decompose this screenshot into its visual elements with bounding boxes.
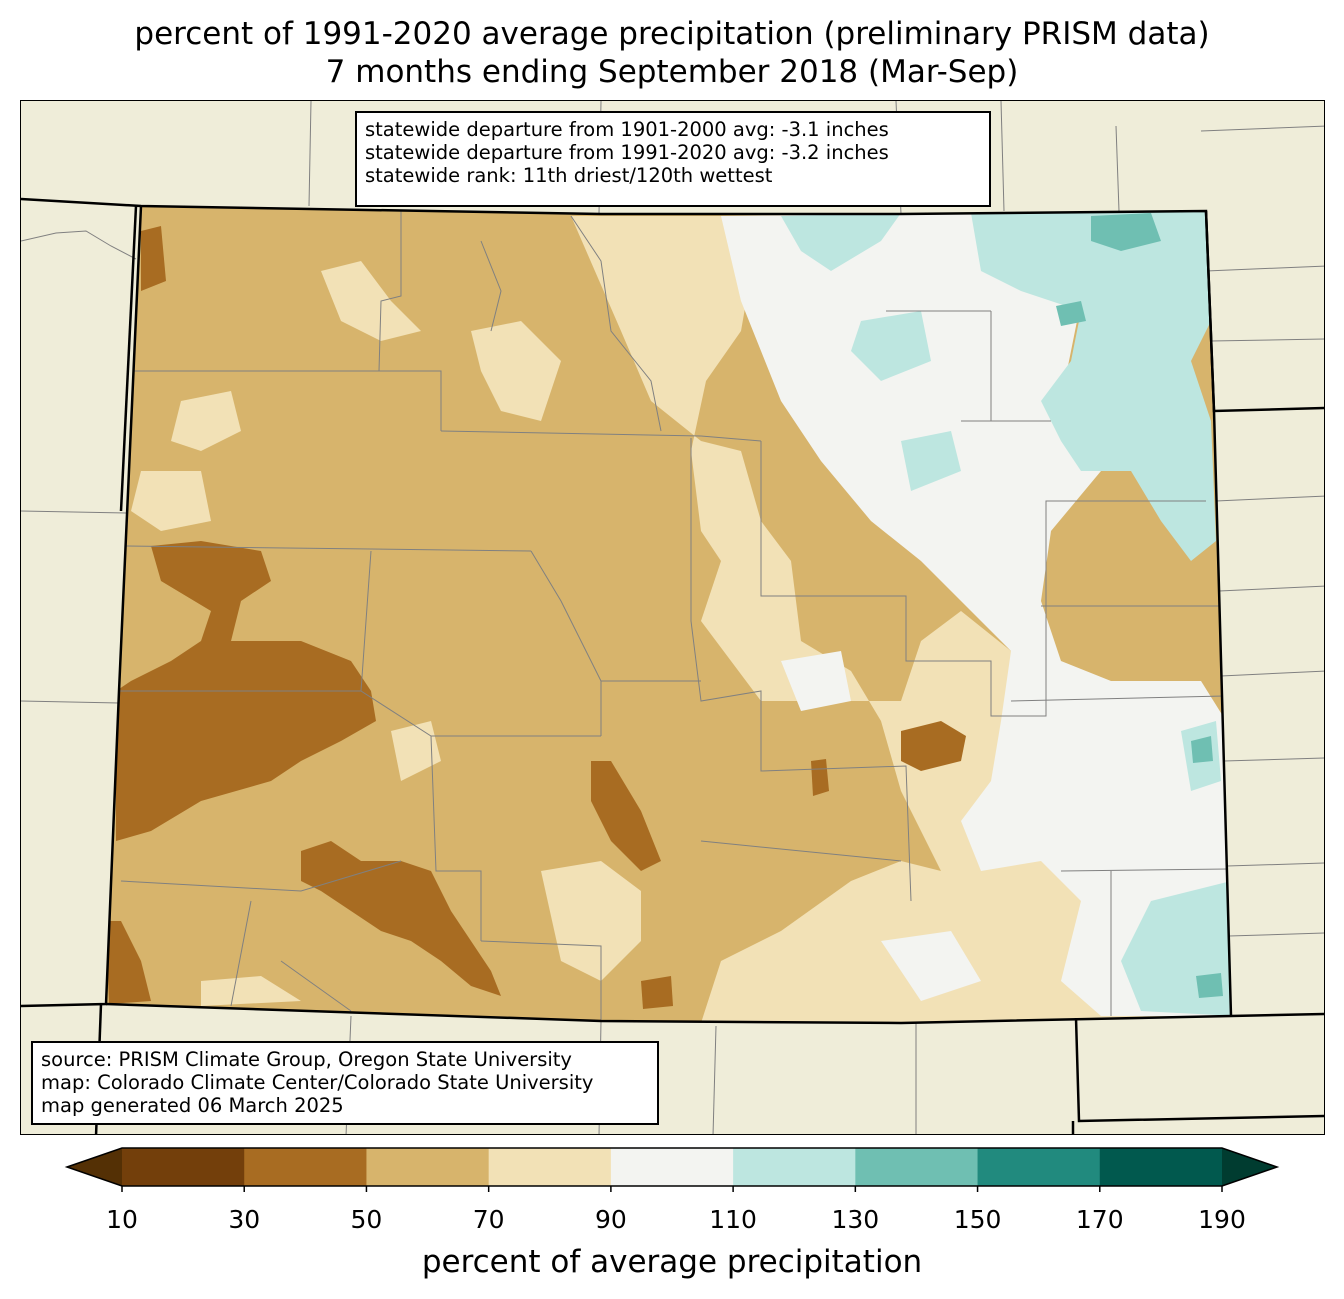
neighbor-state-lines: [21, 101, 1324, 1134]
county-lines: [119, 211, 1231, 1021]
map-panel: [20, 100, 1325, 1135]
map-title: percent of 1991-2020 average precipitati…: [134, 16, 1210, 52]
stats-line-2: statewide departure from 1991-2020 avg: …: [365, 141, 889, 164]
colorbar-under-arrow: [67, 1148, 122, 1186]
colorbar-swatch: [244, 1148, 367, 1186]
colorbar-over-arrow: [1222, 1148, 1277, 1186]
colorbar-tick-label: 90: [594, 1205, 627, 1234]
colorbar-swatch: [122, 1148, 245, 1186]
precipitation-map: [21, 101, 1324, 1134]
colorbar-tick-label: 70: [472, 1205, 505, 1234]
colorbar-tick-label: 170: [1075, 1205, 1124, 1234]
colorbar-tick-label: 50: [350, 1205, 383, 1234]
stats-line-1: statewide departure from 1901-2000 avg: …: [365, 118, 889, 141]
source-line-2: map: Colorado Climate Center/Colorado St…: [41, 1071, 594, 1094]
source-line-1: source: PRISM Climate Group, Oregon Stat…: [41, 1048, 572, 1071]
state-borders: [21, 197, 1324, 1134]
source-line-3: map generated 06 March 2025: [41, 1094, 344, 1117]
colorbar-swatches: [64, 1147, 1280, 1192]
colorbar-tick-label: 130: [831, 1205, 880, 1234]
colorbar: [64, 1147, 1280, 1192]
colorbar-tick-label: 150: [953, 1205, 1002, 1234]
colorbar-swatch: [610, 1148, 734, 1186]
colorbar-swatch: [855, 1148, 979, 1186]
colorbar-swatch: [977, 1148, 1101, 1186]
stats-line-3: statewide rank: 11th driest/120th wettes…: [365, 164, 773, 187]
source-credits-box: source: PRISM Climate Group, Oregon Stat…: [31, 1041, 659, 1125]
colorbar-tick-label: 190: [1198, 1205, 1246, 1234]
colorbar-swatch: [488, 1148, 612, 1186]
colorbar-swatch: [1099, 1148, 1223, 1186]
statewide-stats-box: statewide departure from 1901-2000 avg: …: [355, 111, 991, 207]
colorbar-swatch: [733, 1148, 856, 1186]
colorbar-swatch: [366, 1148, 490, 1186]
colorbar-tick-label: 30: [228, 1205, 261, 1234]
colorbar-tick-label: 110: [709, 1205, 757, 1234]
map-subtitle: 7 months ending September 2018 (Mar-Sep): [325, 54, 1019, 90]
colorbar-tick-label: 10: [106, 1205, 138, 1234]
precipitation-field: [106, 206, 1231, 1023]
colorbar-label: percent of average precipitation: [421, 1244, 923, 1280]
